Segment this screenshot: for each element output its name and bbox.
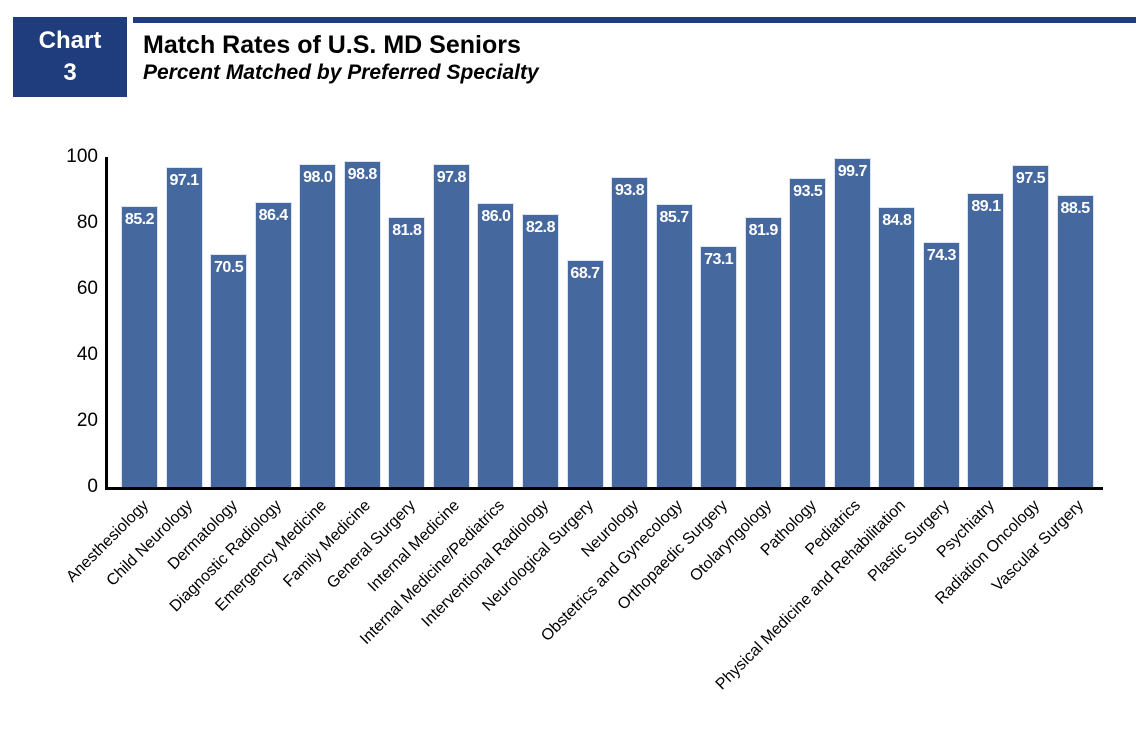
bar: 84.8 [878, 207, 916, 487]
bar: 97.8 [432, 164, 470, 487]
bar: 89.1 [967, 193, 1005, 487]
y-axis-tick-label: 80 [76, 212, 98, 233]
bar-value-label: 82.8 [525, 219, 556, 236]
bar-value-label: 86.4 [258, 207, 289, 224]
bar-value-label: 81.8 [392, 222, 422, 239]
chart-number-badge: Chart 3 [13, 17, 127, 97]
bar: 81.8 [388, 217, 426, 487]
bar: 85.2 [121, 206, 158, 487]
bar-value-label: 85.7 [659, 209, 690, 226]
bar-value-label: 93.8 [614, 182, 645, 199]
bar-value-label: 93.5 [793, 183, 823, 200]
page-title: Match Rates of U.S. MD Seniors [143, 31, 521, 59]
bar: 97.1 [165, 167, 203, 487]
chart-badge-number: 3 [63, 59, 77, 86]
bar-value-label: 99.7 [837, 163, 868, 180]
bar-value-label: 68.7 [570, 265, 600, 282]
bar-value-label: 85.2 [124, 211, 155, 228]
bar-value-label: 86.0 [481, 208, 511, 225]
bar-chart-plot-area: 0 20 40 60 80 100 85.2 Anesthesiology 97.1 Child … [63, 146, 1103, 693]
bar-value-label: 98.8 [347, 166, 378, 183]
y-axis-tick-label: 20 [76, 410, 98, 431]
bar: 81.9 [744, 217, 782, 487]
y-axis-tick-label: 40 [76, 344, 98, 365]
bar: 85.7 [655, 204, 693, 487]
bar-value-label: 70.5 [214, 259, 244, 276]
y-axis-tick-label: 100 [66, 146, 98, 167]
bar: 97.5 [1012, 165, 1049, 487]
y-axis-tick-label: 60 [76, 278, 98, 299]
bar: 74.3 [922, 242, 960, 487]
bar: 86.0 [477, 203, 515, 487]
bar: 86.4 [254, 202, 292, 487]
y-axis-tick-label: 0 [87, 476, 98, 497]
bar-value-label: 74.3 [926, 247, 957, 264]
bar: 99.7 [833, 158, 871, 487]
bar-value-label: 97.5 [1015, 170, 1046, 187]
bar-value-label: 97.1 [169, 172, 199, 189]
bar-value-label: 97.8 [436, 169, 467, 186]
bar: 82.8 [521, 214, 559, 487]
chart-badge-word: Chart [38, 26, 102, 54]
bar-value-label: 84.8 [882, 212, 912, 229]
bar-value-label: 81.9 [748, 222, 779, 239]
bar: 98.0 [299, 164, 337, 487]
bar-value-label: 98.0 [303, 169, 333, 186]
bar: 93.5 [789, 178, 827, 487]
page-subtitle: Percent Matched by Preferred Specialty [143, 61, 539, 84]
bar: 68.7 [566, 260, 604, 487]
header-rule [133, 17, 1136, 23]
bar: 88.5 [1056, 195, 1094, 487]
bar: 70.5 [210, 254, 248, 487]
bar-value-label: 89.1 [971, 198, 1001, 215]
bar: 98.8 [343, 161, 381, 487]
bar-value-label: 88.5 [1060, 200, 1090, 217]
bar: 73.1 [700, 246, 738, 487]
bar-value-label: 73.1 [704, 251, 734, 268]
bar: 93.8 [611, 177, 649, 487]
